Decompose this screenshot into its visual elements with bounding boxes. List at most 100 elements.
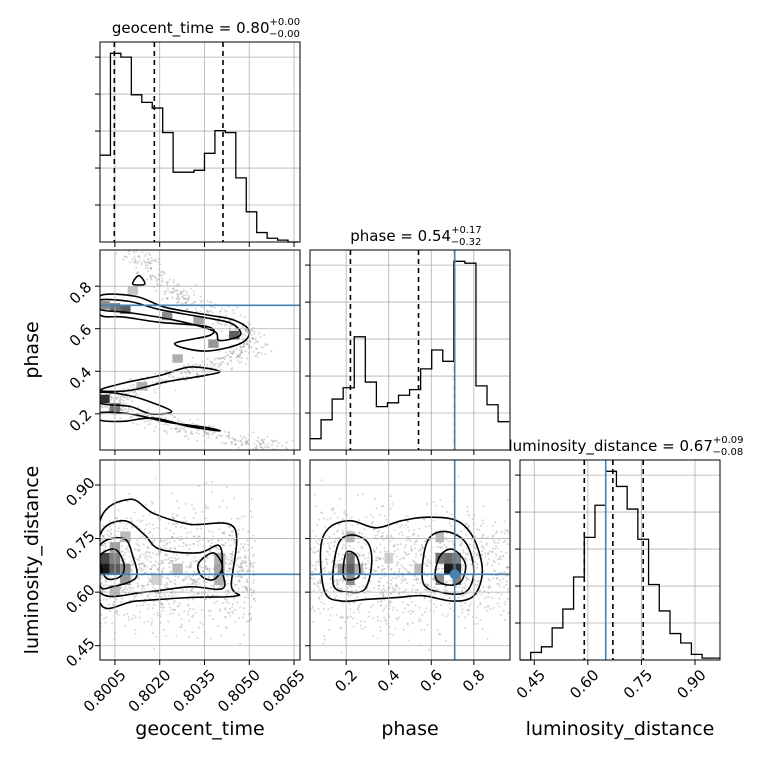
scatter-point [367,556,370,559]
scatter-point [148,513,151,516]
scatter-point [159,621,162,624]
scatter-point [241,570,244,573]
scatter-point [479,524,482,527]
scatter-point [115,597,118,600]
scatter-point [194,301,197,304]
scatter-point [229,569,232,572]
scatter-point [100,581,103,584]
scatter-point [389,540,392,543]
scatter-point [194,511,197,514]
scatter-point [130,563,133,566]
scatter-point [189,607,192,610]
scatter-point [466,553,469,556]
scatter-point [507,611,510,614]
scatter-point [372,616,375,619]
density-cell [172,563,183,575]
scatter-point [391,586,394,589]
scatter-point [434,512,437,515]
scatter-point [264,342,267,345]
scatter-point [426,574,429,577]
scatter-point [190,578,193,581]
scatter-point [200,301,203,304]
scatter-point [228,324,231,327]
scatter-point [214,362,217,365]
scatter-point [461,586,464,589]
scatter-point [230,440,233,443]
scatter-point [175,522,178,525]
scatter-point [465,576,468,579]
scatter-point [464,558,467,561]
scatter-point [477,622,480,625]
scatter-point [190,432,193,435]
scatter-point [153,511,156,514]
scatter-point [131,526,134,529]
scatter-point [141,587,144,590]
scatter-point [206,310,209,313]
scatter-point [389,632,392,635]
scatter-point [143,584,146,587]
scatter-point [184,371,187,374]
scatter-point [376,531,379,534]
density-cell [452,563,462,575]
scatter-point [498,539,501,542]
scatter-point [433,578,436,581]
scatter-point [162,559,165,562]
scatter-point [131,400,134,403]
scatter-point [147,604,150,607]
scatter-point [496,542,499,545]
scatter-point [206,568,209,571]
scatter-point [492,569,495,572]
scatter-point [399,542,402,545]
scatter-point [240,543,243,546]
scatter-point [127,616,130,619]
scatter-point [479,603,482,606]
scatter-point [459,604,462,607]
scatter-point [393,589,396,592]
scatter-point [314,568,317,571]
scatter-point [255,347,258,350]
scatter-point [371,521,374,524]
scatter-point [380,535,383,538]
scatter-point [210,301,213,304]
scatter-point [250,333,253,336]
scatter-point [448,579,451,582]
scatter-point [247,530,250,533]
scatter-point [464,522,467,525]
scatter-point [330,508,333,511]
scatter-point [443,589,446,592]
scatter-point [373,570,376,573]
scatter-point [413,529,416,532]
scatter-point [160,378,163,381]
scatter-point [479,619,482,622]
scatter-point [208,424,211,427]
scatter-point [168,375,171,378]
scatter-point [157,278,160,281]
scatter-point [340,601,343,604]
scatter-point [312,582,315,585]
scatter-point [340,577,343,580]
scatter-point [381,570,384,573]
scatter-point [390,568,393,571]
scatter-point [150,257,153,260]
scatter-point [135,542,138,545]
scatter-point [445,615,448,618]
scatter-point [342,532,345,535]
scatter-point [241,515,244,518]
scatter-point [205,598,208,601]
scatter-point [183,297,186,300]
scatter-point [405,539,408,542]
scatter-point [131,617,134,620]
scatter-point [202,368,205,371]
scatter-point [100,613,103,616]
scatter-point [178,430,181,433]
scatter-point [128,492,131,495]
scatter-point [144,555,147,558]
scatter-point [435,588,438,591]
scatter-point [143,571,146,574]
scatter-point [189,561,192,564]
scatter-point [108,603,111,606]
scatter-point [379,551,382,554]
scatter-point [184,297,187,300]
scatter-point [331,509,334,512]
scatter-point [220,363,223,366]
